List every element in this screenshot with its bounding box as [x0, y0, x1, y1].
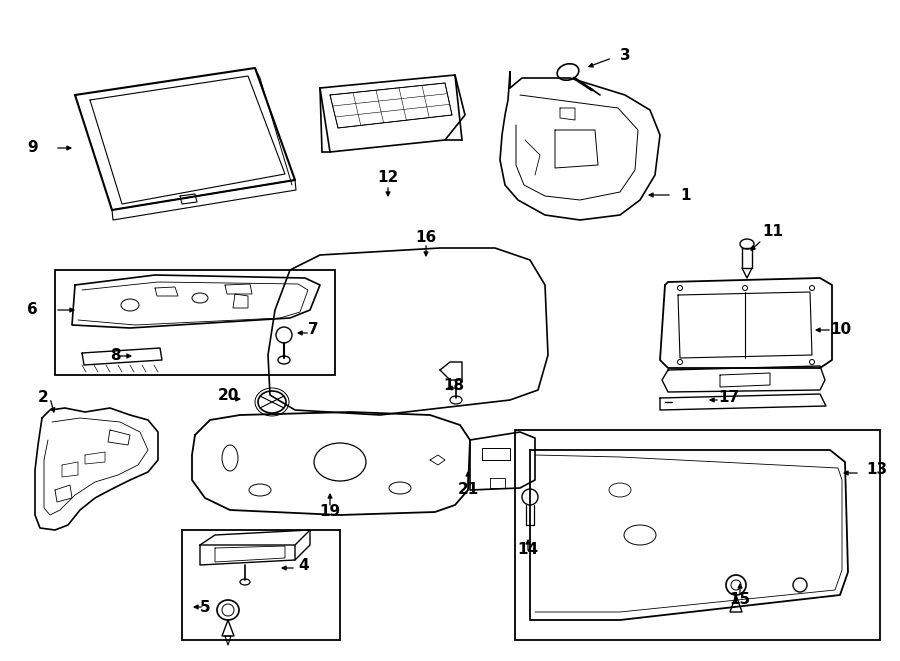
Text: 17: 17: [718, 391, 739, 405]
Ellipse shape: [557, 63, 579, 80]
Ellipse shape: [240, 579, 250, 585]
Text: 21: 21: [457, 483, 479, 498]
Ellipse shape: [192, 293, 208, 303]
Text: 20: 20: [218, 389, 239, 403]
Text: 13: 13: [866, 463, 887, 477]
Ellipse shape: [726, 575, 746, 595]
Ellipse shape: [450, 396, 462, 404]
Ellipse shape: [522, 489, 538, 505]
Ellipse shape: [276, 327, 292, 343]
Ellipse shape: [740, 239, 754, 249]
Text: 4: 4: [298, 557, 309, 572]
Ellipse shape: [278, 356, 290, 364]
Text: 6: 6: [27, 303, 38, 317]
Text: 19: 19: [320, 504, 340, 520]
Text: 10: 10: [830, 323, 851, 338]
Ellipse shape: [793, 578, 807, 592]
Text: 7: 7: [308, 323, 319, 338]
Ellipse shape: [678, 360, 682, 364]
Ellipse shape: [809, 360, 814, 364]
Bar: [182, 530, 340, 640]
Ellipse shape: [731, 580, 741, 590]
Ellipse shape: [314, 443, 366, 481]
Text: 16: 16: [416, 231, 436, 245]
Ellipse shape: [258, 391, 286, 413]
Ellipse shape: [389, 482, 411, 494]
Bar: [55, 270, 335, 375]
Bar: [515, 430, 880, 640]
Text: 12: 12: [377, 171, 399, 186]
Text: 2: 2: [38, 391, 49, 405]
Ellipse shape: [742, 286, 748, 290]
Text: 1: 1: [680, 188, 690, 202]
Ellipse shape: [121, 299, 139, 311]
Ellipse shape: [678, 286, 682, 290]
Text: 11: 11: [762, 225, 783, 239]
Ellipse shape: [222, 445, 238, 471]
Ellipse shape: [217, 600, 239, 620]
Ellipse shape: [222, 604, 234, 616]
Text: 14: 14: [518, 543, 538, 557]
Ellipse shape: [249, 484, 271, 496]
Ellipse shape: [624, 525, 656, 545]
Text: 18: 18: [443, 377, 464, 393]
Text: 15: 15: [729, 592, 751, 607]
Text: 3: 3: [620, 48, 631, 63]
Ellipse shape: [809, 286, 814, 290]
Text: 9: 9: [27, 141, 38, 155]
Text: 5: 5: [200, 600, 210, 615]
Text: 8: 8: [110, 348, 121, 364]
Ellipse shape: [609, 483, 631, 497]
